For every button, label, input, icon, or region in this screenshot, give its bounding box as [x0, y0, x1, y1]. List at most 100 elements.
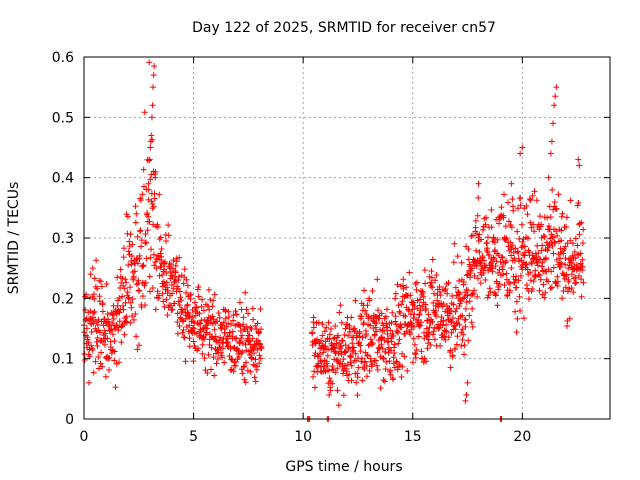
data-point: [414, 305, 421, 312]
x-tick-label: 20: [513, 429, 531, 445]
y-tick-label: 0.5: [52, 110, 74, 126]
data-point: [184, 302, 191, 309]
data-point: [574, 242, 581, 249]
data-point: [335, 402, 342, 409]
data-point: [550, 120, 557, 127]
data-point: [575, 199, 582, 206]
data-point: [396, 308, 403, 315]
data-point: [492, 247, 499, 254]
data-point: [548, 268, 555, 275]
data-point: [449, 292, 456, 299]
data-point: [380, 355, 387, 362]
data-point: [414, 297, 421, 304]
data-point: [373, 319, 380, 326]
data-point: [579, 263, 586, 270]
data-point: [552, 239, 559, 246]
data-point: [484, 234, 491, 241]
data-point: [225, 313, 232, 320]
data-point: [461, 351, 468, 358]
data-point: [545, 278, 552, 285]
data-point: [346, 371, 353, 378]
data-point: [227, 345, 234, 352]
data-point: [180, 334, 187, 341]
data-point: [411, 323, 418, 330]
data-point: [578, 276, 585, 283]
data-point: [367, 322, 374, 329]
data-point: [493, 216, 500, 223]
data-point: [448, 318, 455, 325]
data-point: [438, 314, 445, 321]
data-point: [529, 192, 536, 199]
data-point: [211, 291, 218, 298]
data-point: [430, 331, 437, 338]
data-point: [338, 319, 345, 326]
data-point: [473, 263, 480, 270]
data-point: [236, 299, 243, 306]
data-point: [536, 287, 543, 294]
data-point: [448, 307, 455, 314]
data-point: [456, 302, 463, 309]
data-point: [195, 284, 202, 291]
data-point: [189, 306, 196, 313]
data-point: [84, 336, 91, 343]
data-point: [112, 325, 119, 332]
data-point: [319, 332, 326, 339]
data-point: [323, 324, 330, 331]
data-point: [87, 271, 94, 278]
data-point: [398, 374, 405, 381]
data-point: [125, 248, 132, 255]
data-point: [180, 326, 187, 333]
data-point: [129, 296, 136, 303]
data-point: [250, 350, 257, 357]
data-point: [231, 335, 238, 342]
data-point: [464, 292, 471, 299]
data-point: [416, 311, 423, 318]
data-point: [499, 271, 506, 278]
data-point: [418, 319, 425, 326]
data-point: [474, 212, 481, 219]
data-point: [151, 63, 158, 70]
data-point: [369, 287, 376, 294]
data-point: [391, 344, 398, 351]
data-point: [382, 366, 389, 373]
data-point: [219, 345, 226, 352]
data-point: [128, 304, 135, 311]
data-point: [326, 375, 333, 382]
data-point: [342, 349, 349, 356]
data-point: [172, 262, 179, 269]
data-point: [471, 287, 478, 294]
data-point: [201, 355, 208, 362]
data-point: [211, 326, 218, 333]
data-point: [249, 335, 256, 342]
data-point: [508, 224, 515, 231]
data-point: [489, 268, 496, 275]
data-point: [350, 347, 357, 354]
data-point: [519, 238, 526, 245]
data-point: [175, 298, 182, 305]
data-point: [345, 332, 352, 339]
data-point: [122, 276, 129, 283]
data-point: [180, 318, 187, 325]
data-point: [183, 276, 190, 283]
data-point: [410, 335, 417, 342]
data-point: [563, 214, 570, 221]
data-point: [392, 318, 399, 325]
data-point: [534, 262, 541, 269]
data-point: [387, 327, 394, 334]
data-point: [174, 310, 181, 317]
data-point: [354, 370, 361, 377]
data-point: [158, 264, 165, 271]
data-point: [430, 299, 437, 306]
data-point: [176, 323, 183, 330]
data-point: [570, 289, 577, 296]
data-point: [438, 300, 445, 307]
data-point: [238, 335, 245, 342]
data-point: [254, 320, 261, 327]
data-point: [520, 315, 527, 322]
data-point: [97, 329, 104, 336]
y-tick-label: 0.6: [52, 50, 74, 66]
data-point: [216, 343, 223, 350]
data-point: [329, 363, 336, 370]
data-point: [149, 285, 156, 292]
data-point: [169, 306, 176, 313]
